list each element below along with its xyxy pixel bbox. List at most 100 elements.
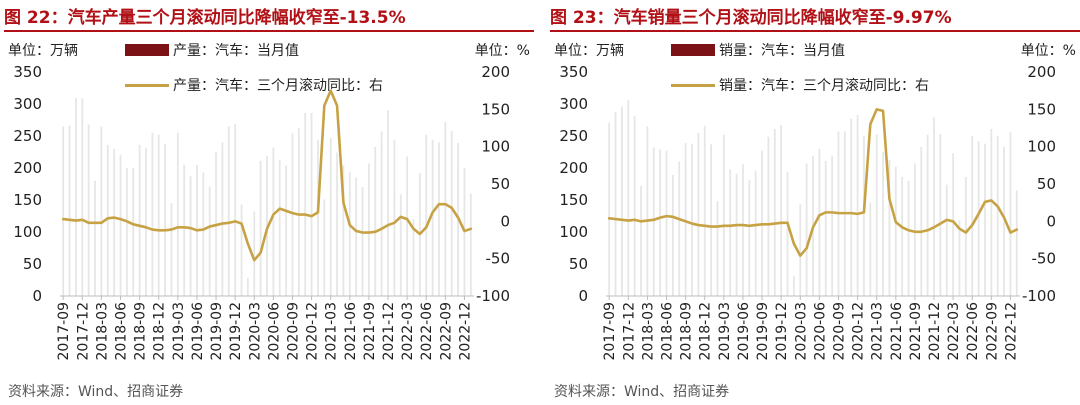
x-tick-label: 2021-03 xyxy=(324,302,340,361)
bar xyxy=(684,143,687,296)
bar xyxy=(914,163,916,296)
y-tick-label-right: 150 xyxy=(1027,100,1056,118)
bar xyxy=(138,144,141,296)
x-tick-label: 2017-12 xyxy=(75,302,91,361)
x-tick-label: 2022-09 xyxy=(984,302,1000,361)
bar xyxy=(920,146,923,296)
x-tick-label: 2021-12 xyxy=(381,302,397,361)
bar xyxy=(799,204,802,296)
bar xyxy=(100,126,103,297)
bar xyxy=(106,144,109,296)
y-tick-label-left: 0 xyxy=(32,287,42,305)
y-tick-label-right: 100 xyxy=(1027,138,1056,156)
bar xyxy=(722,134,725,296)
bar xyxy=(608,122,611,296)
bar xyxy=(659,149,662,296)
y-tick-label-right: 50 xyxy=(491,175,510,193)
x-tick-label: 2022-03 xyxy=(400,302,416,361)
x-tick-label: 2019-12 xyxy=(228,302,244,361)
bar xyxy=(259,160,262,296)
right-axis-unit: 单位：% xyxy=(1020,43,1076,59)
legend-label: 产量：汽车：当月值 xyxy=(173,43,299,59)
bar xyxy=(438,142,440,296)
legend-swatch-bar xyxy=(125,44,169,56)
y-tick-label-right: 200 xyxy=(481,63,510,81)
x-tick-label: 2021-06 xyxy=(343,302,359,361)
x-tick-label: 2019-03 xyxy=(717,302,733,361)
x-tick-label: 2022-12 xyxy=(457,302,473,361)
bar xyxy=(234,123,237,296)
x-tick-label: 2018-06 xyxy=(660,302,676,361)
bar xyxy=(780,125,783,297)
x-tick-label: 2018-09 xyxy=(133,302,149,361)
bar xyxy=(754,170,757,296)
legend-label: 销量：汽车：三个月滚动同比：右 xyxy=(719,78,929,94)
bar xyxy=(202,172,205,296)
y-tick-label-left: 250 xyxy=(559,127,588,145)
bar xyxy=(614,112,617,296)
bar xyxy=(75,98,77,297)
x-tick-label: 2021-09 xyxy=(908,302,924,361)
bar xyxy=(189,176,192,296)
bar xyxy=(431,139,434,296)
bar xyxy=(425,134,428,296)
legend-swatch-line xyxy=(671,83,715,87)
bar xyxy=(450,130,453,296)
bar xyxy=(793,276,795,296)
bar xyxy=(729,169,732,296)
bar xyxy=(990,128,993,296)
bar xyxy=(933,117,935,296)
y-tick-label-right: 0 xyxy=(1046,212,1056,230)
y-tick-label-right: 0 xyxy=(500,212,510,230)
y-tick-label-right: 200 xyxy=(1027,63,1056,81)
bar xyxy=(361,187,364,296)
bar xyxy=(627,100,630,296)
bar xyxy=(907,180,910,296)
bar xyxy=(393,139,396,296)
bar xyxy=(94,180,96,296)
y-tick-label-right: -50 xyxy=(1032,250,1057,268)
bar xyxy=(1015,190,1018,296)
bar xyxy=(291,133,294,296)
bar xyxy=(247,278,249,296)
source-note: 资料来源：Wind、招商证券 xyxy=(8,384,184,400)
bar xyxy=(380,131,383,296)
chart-title: 图 22：汽车产量三个月滚动同比降幅收窄至-13.5% xyxy=(4,8,406,28)
x-tick-label: 2019-06 xyxy=(736,302,752,361)
y-tick-label-left: 350 xyxy=(559,63,588,81)
legend-item-line: 销量：汽车：三个月滚动同比：右 xyxy=(671,75,929,95)
bar xyxy=(697,132,700,296)
chart-panel-production: 图 22：汽车产量三个月滚动同比降幅收窄至-13.5% 0 50 100 150 200… xyxy=(0,0,536,405)
bar xyxy=(176,132,179,296)
x-tick-label: 2022-09 xyxy=(438,302,454,361)
bar xyxy=(716,201,719,296)
bar xyxy=(633,116,636,296)
bar xyxy=(748,180,751,296)
x-tick-label: 2021-06 xyxy=(889,302,905,361)
x-tick-label: 2022-06 xyxy=(419,302,435,361)
bar xyxy=(374,146,377,296)
bar xyxy=(113,148,116,296)
bar xyxy=(412,219,415,296)
chart-canvas: 0 50 100 150 200 250 300 350 -100 -50 0 50 100 150 200… xyxy=(13,63,510,361)
x-tick-label: 2018-03 xyxy=(94,302,110,361)
y-tick-label-right: 50 xyxy=(1037,175,1056,193)
y-tick-label-left: 250 xyxy=(13,127,42,145)
chart-title: 图 23：汽车销量三个月滚动同比降幅收窄至-9.97% xyxy=(550,8,952,28)
y-tick-label-left: 50 xyxy=(569,255,588,273)
bar xyxy=(132,168,135,296)
y-tick-label-left: 350 xyxy=(13,63,42,81)
legend-swatch-line xyxy=(125,83,169,87)
bar xyxy=(805,163,808,296)
bar xyxy=(348,171,351,296)
bar xyxy=(329,137,332,296)
bar xyxy=(164,144,166,296)
legend-label: 产量：汽车：三个月滚动同比：右 xyxy=(173,78,383,94)
bar xyxy=(272,147,275,296)
y-tick-label-left: 200 xyxy=(13,159,42,177)
bar xyxy=(894,166,897,296)
legend-item-bars: 产量：汽车：当月值 xyxy=(125,40,299,60)
bar xyxy=(640,185,642,296)
bar xyxy=(278,160,281,296)
bar xyxy=(183,164,186,296)
